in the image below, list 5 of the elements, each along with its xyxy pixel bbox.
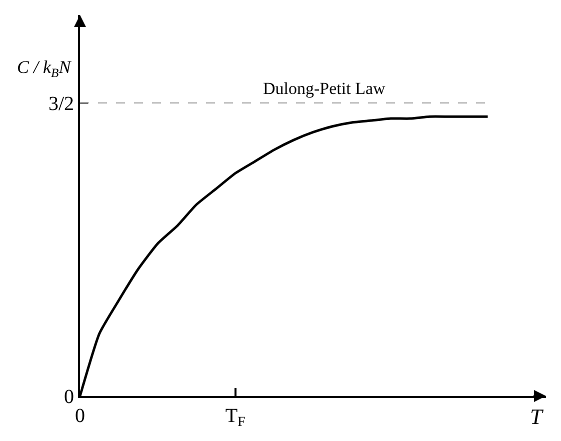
x-axis-title: T [530,404,544,429]
y-tick-label: 3/2 [48,92,74,115]
ref-line-label: Dulong-Petit Law [263,79,386,98]
x-tick-label: T$_{F}$ [225,405,246,430]
y-axis-title: C / k$_{B}$N [17,57,72,80]
